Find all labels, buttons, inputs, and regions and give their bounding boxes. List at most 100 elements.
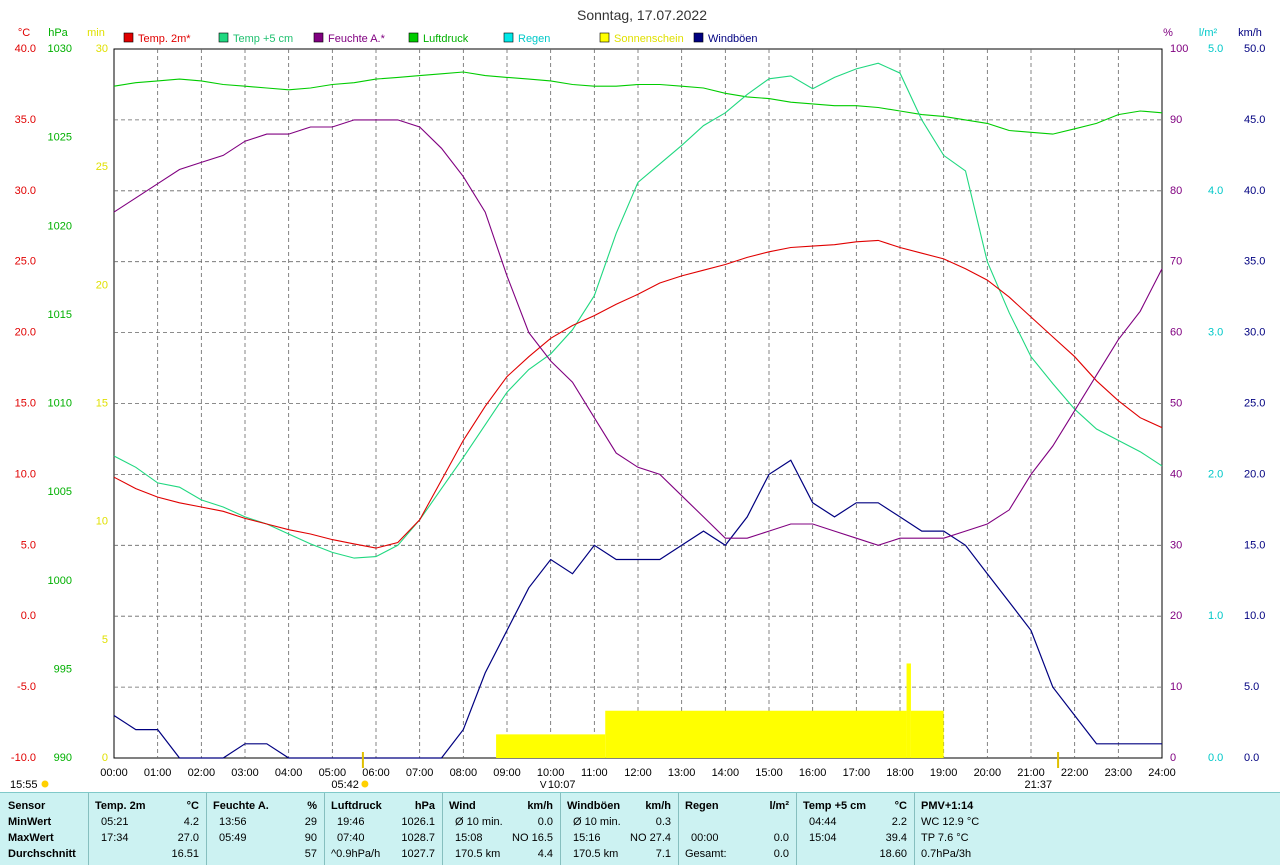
ytick-rain-0: 5.0	[1208, 43, 1223, 55]
chart-title: Sonntag, 17.07.2022	[577, 7, 707, 23]
ytick-humidity-10: 0	[1170, 752, 1176, 764]
y-axes: 40.0 35.0 30.0 25.0 20.0 15.0 10.0 5.0 0.0 -5.0 -1…	[11, 43, 1266, 764]
noon-marker: V	[540, 780, 547, 790]
humidity-min: 29	[304, 816, 317, 828]
xtick-2: 02:00	[188, 767, 216, 779]
footer-col-gust: Windböen km/h Ø 10 min. 0.3 15:16 NO 27.…	[560, 793, 679, 865]
xtick-5: 05:00	[319, 767, 347, 779]
xtick-20: 20:00	[974, 767, 1002, 779]
xtick-16: 16:00	[799, 767, 827, 779]
ytick-pressure-7: 995	[54, 663, 72, 675]
ytick-temp-0: 40.0	[15, 43, 36, 55]
series-lines	[113, 62, 1163, 759]
ytick-sun-1: 25	[96, 161, 108, 173]
xtick-17: 17:00	[843, 767, 871, 779]
temp5-avg: 18.60	[879, 848, 907, 860]
gust-distance: 170.5 km	[573, 848, 619, 860]
ytick-temp-5: 15.0	[15, 398, 36, 410]
legend-label-0: Temp. 2m*	[138, 33, 191, 45]
ytick-rain-1: 4.0	[1208, 185, 1223, 197]
ytick-wind-5: 25.0	[1244, 398, 1265, 410]
gust-title: Windböen	[567, 800, 621, 812]
daylength-label: 15:55	[10, 779, 38, 790]
ytick-pressure-1: 1025	[48, 132, 72, 144]
legend-swatch-5	[599, 32, 610, 43]
xtick-14: 14:00	[712, 767, 740, 779]
ytick-pressure-4: 1010	[48, 398, 72, 410]
xtick-12: 12:00	[624, 767, 652, 779]
temp2m-unit: °C	[186, 800, 199, 812]
wind-avg-value: 0.0	[537, 816, 553, 828]
ytick-temp-9: -5.0	[17, 681, 36, 693]
temp2m-title: Temp. 2m	[95, 800, 146, 812]
ytick-wind-1: 45.0	[1244, 114, 1265, 126]
wind-max-time: 15:08	[455, 832, 483, 844]
legend-swatch-3	[408, 32, 419, 43]
pressure-max: 1028.7	[401, 832, 435, 844]
ytick-humidity-2: 80	[1170, 185, 1182, 197]
ytick-sun-3: 15	[96, 398, 108, 410]
gust-avg-label: Ø 10 min.	[573, 816, 621, 828]
xtick-22: 22:00	[1061, 767, 1089, 779]
legend-label-6: Windböen	[708, 33, 758, 45]
temp5-max-time: 15:04	[809, 832, 837, 844]
x-axis: 00:00 01:00 02:00 03:00 04:00 05:00 06:00 07:00…	[100, 767, 1176, 779]
xtick-11: 11:00	[581, 767, 608, 779]
ytick-humidity-6: 40	[1170, 468, 1182, 480]
temp2m-max-time: 17:34	[101, 832, 129, 844]
ytick-wind-10: 0.0	[1244, 752, 1259, 764]
series-line-gust	[113, 459, 1162, 759]
rain-total-label: Gesamt:	[685, 848, 727, 860]
temp5-min-time: 04:44	[809, 816, 837, 828]
ytick-sun-2: 20	[96, 279, 108, 291]
ytick-humidity-0: 100	[1170, 43, 1188, 55]
xtick-7: 07:00	[406, 767, 434, 779]
xtick-23: 23:00	[1105, 767, 1133, 779]
pressure-unit: hPa	[414, 800, 435, 812]
humidity-max-time: 05:49	[219, 832, 247, 844]
footer-col-pressure: Luftdruck hPa 19:46 1026.1 07:40 1028.7 …	[324, 793, 443, 865]
ytick-wind-0: 50.0	[1244, 43, 1265, 55]
rain-max: 0.0	[773, 832, 789, 844]
ytick-humidity-3: 70	[1170, 256, 1182, 268]
ytick-humidity-1: 90	[1170, 114, 1182, 126]
ytick-rain-4: 1.0	[1208, 610, 1223, 622]
rain-unit: l/m²	[769, 800, 789, 812]
ytick-wind-4: 30.0	[1244, 327, 1265, 339]
ytick-humidity-5: 50	[1170, 398, 1182, 410]
footer-col-pmv: PMV+1:14 WC 12.9 °C TP 7.6 °C 0.7hPa/3h	[914, 793, 1280, 865]
unit-humidity: %	[1163, 27, 1173, 39]
temp5-unit: °C	[894, 800, 907, 812]
statistics-footer: Sensor MinWert MaxWert Durchschnitt Temp…	[0, 792, 1280, 865]
ytick-temp-2: 30.0	[15, 185, 36, 197]
gust-max-value: NO 27.4	[630, 832, 671, 844]
unit-sun: min	[87, 27, 105, 39]
humidity-min-time: 13:56	[219, 816, 247, 828]
sun-icon	[41, 780, 49, 788]
unit-pressure: hPa	[48, 27, 68, 39]
legend-swatch-0	[123, 32, 134, 43]
ytick-temp-8: 0.0	[21, 610, 36, 622]
ytick-pressure-8: 990	[54, 752, 72, 764]
ytick-temp-7: 5.0	[21, 539, 36, 551]
xtick-21: 21:00	[1017, 767, 1045, 779]
footer-col-wind: Wind km/h Ø 10 min. 0.0 15:08 NO 16.5 17…	[442, 793, 561, 865]
pressure-trend: ^0.9hPa/h	[331, 848, 381, 860]
ytick-pressure-5: 1005	[48, 486, 72, 498]
footer-col-sensor: Sensor MinWert MaxWert Durchschnitt	[0, 793, 88, 865]
row-label-avg: Durchschnitt	[8, 848, 76, 860]
sunshine-bar-3	[910, 710, 944, 758]
temp5-max: 39.4	[885, 832, 907, 844]
time-markers: 05:42 21:37 15:55 V 10:07	[10, 752, 1060, 790]
rain-total: 0.0	[773, 848, 789, 860]
temp2m-avg: 16.51	[171, 848, 199, 860]
sunshine-bar-1	[605, 710, 907, 758]
xtick-8: 08:00	[450, 767, 478, 779]
temp5-title: Temp +5 cm	[803, 800, 867, 812]
axis-unit-labels: °C hPa min% l/m² km/h	[18, 27, 1262, 39]
xtick-3: 03:00	[231, 767, 259, 779]
ytick-temp-3: 25.0	[15, 256, 36, 268]
rain-time: 00:00	[691, 832, 719, 844]
sensor-title: Sensor	[8, 800, 46, 812]
ytick-rain-2: 3.0	[1208, 327, 1223, 339]
